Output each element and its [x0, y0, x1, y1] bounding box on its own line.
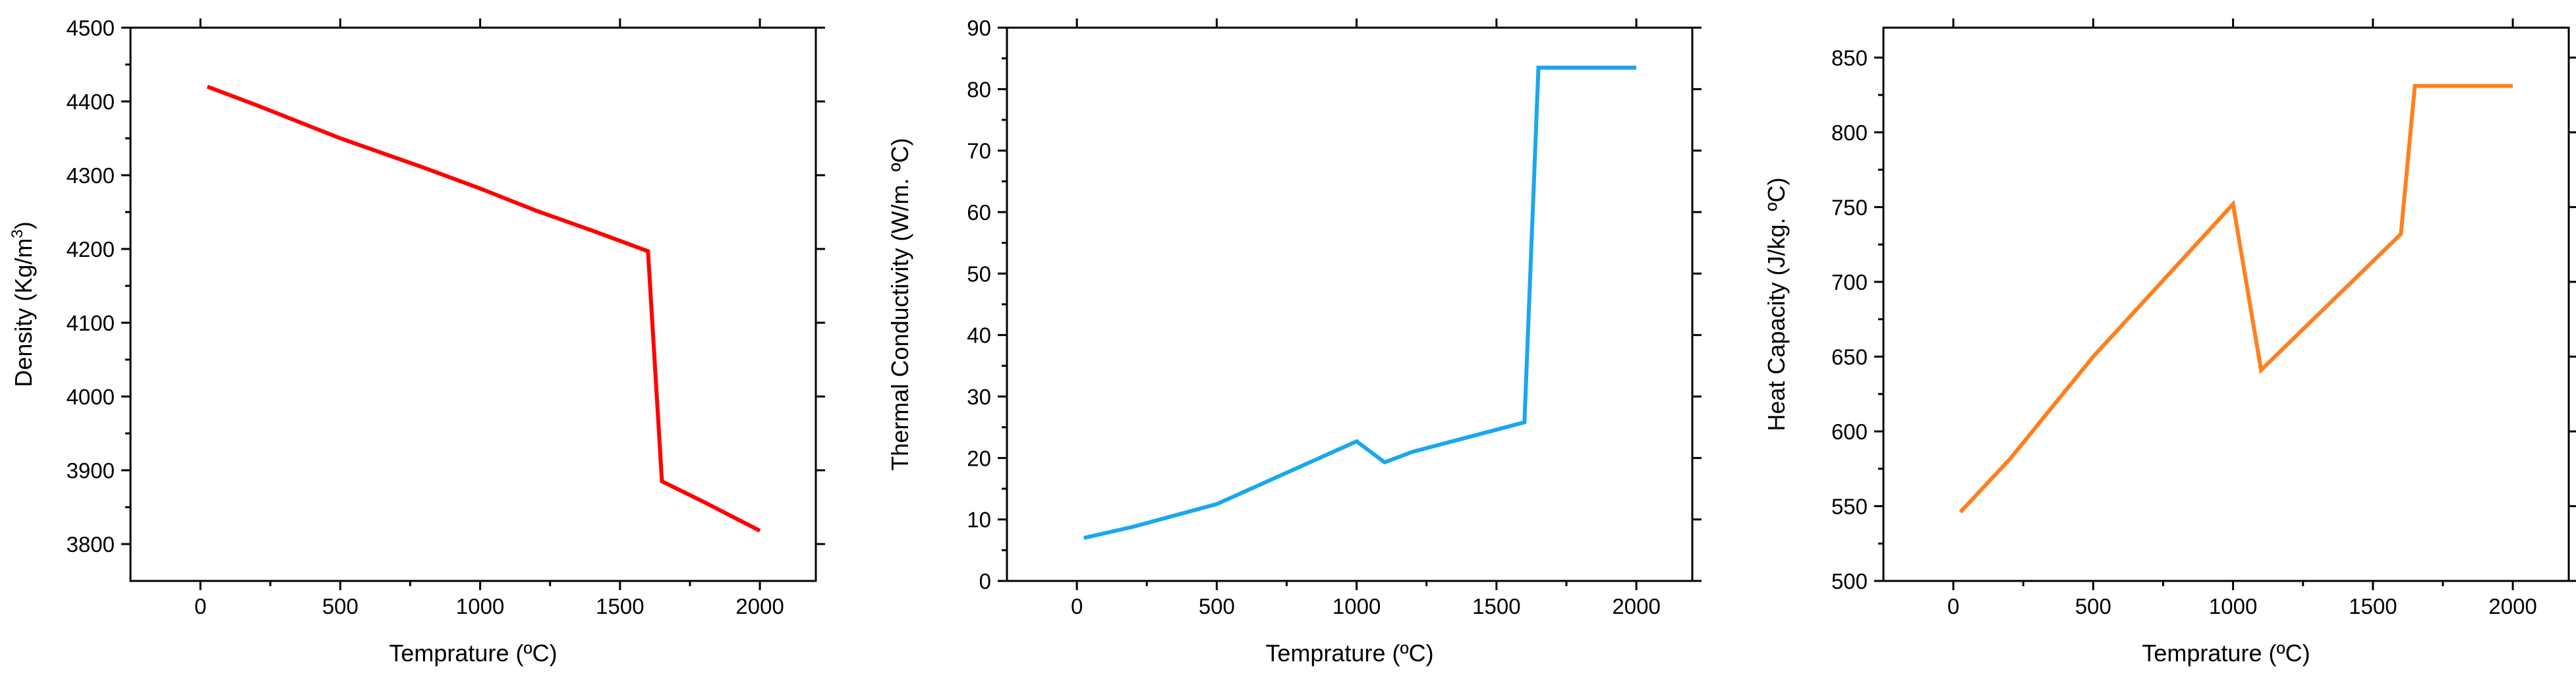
density-y-axis-title-sup: 3 — [9, 229, 26, 238]
thermal-conductivity-y-axis-title: Thermal Conductivity (W/m. ºC) — [886, 138, 913, 470]
thermal-conductivity-x-tick-label: 500 — [1199, 594, 1235, 618]
heat-capacity-chart: 0 500 1000 1500 2000 500 550 600 650 700 750 800 850… — [1763, 18, 2576, 667]
density-x-axis-title: Temprature (ºC) — [389, 640, 557, 667]
thermal-conductivity-chart: 0 500 1000 1500 2000 0 10 20 30 40 50 60 70 80 90 Tempr… — [886, 16, 1702, 667]
heat-capacity-y-tick-label: 550 — [1831, 494, 1868, 518]
density-y-axis-title: Density (Kg/m3) — [9, 221, 37, 387]
heat-capacity-x-axis-title: Temprature (ºC) — [2142, 640, 2310, 667]
density-y-axis-title-end: ) — [10, 221, 37, 229]
heat-capacity-x-tick-label: 500 — [2075, 594, 2111, 618]
heat-capacity-x-tick-label: 2000 — [2488, 594, 2536, 618]
thermal-conductivity-x-tick-label: 2000 — [1612, 594, 1660, 618]
heat-capacity-y-axis-title-main: Heat Capacity (J/kg. ºC) — [1763, 177, 1790, 431]
heat-capacity-x-tick-label: 1500 — [2349, 594, 2397, 618]
density-plot-frame — [129, 26, 817, 582]
density-series-line — [206, 84, 761, 533]
thermal-conductivity-x-tick-label: 1500 — [1472, 594, 1520, 618]
heat-capacity-y-tick-label: 750 — [1831, 195, 1868, 219]
heat-capacity-y-tick-label: 500 — [1831, 569, 1868, 593]
density-x-tick-label: 0 — [194, 594, 206, 618]
density-y-tick-label: 4200 — [67, 237, 115, 261]
thermal-conductivity-y-tick-label: 30 — [967, 385, 991, 409]
thermal-conductivity-x-tick-label: 1000 — [1332, 594, 1381, 618]
density-x-tick-label: 500 — [322, 594, 358, 618]
heat-capacity-x-tick-label: 0 — [1947, 594, 1959, 618]
heat-capacity-series-line — [1959, 84, 2513, 514]
thermal-conductivity-y-tick-label: 60 — [967, 200, 991, 225]
heat-capacity-y-tick-label: 600 — [1831, 420, 1868, 444]
thermal-conductivity-y-tick-label: 20 — [967, 446, 991, 470]
thermal-conductivity-y-axis-title-main: Thermal Conductivity (W/m. ºC) — [886, 138, 913, 470]
density-x-tick-label: 1500 — [596, 594, 644, 618]
thermal-conductivity-y-tick-label: 10 — [967, 508, 991, 532]
density-x-tick-label: 1000 — [456, 594, 504, 618]
density-y-tick-label: 4300 — [67, 163, 115, 188]
thermal-conductivity-plot-frame — [1006, 26, 1694, 582]
thermal-conductivity-series-line — [1083, 65, 1637, 540]
density-y-tick-label: 4000 — [67, 385, 115, 409]
density-y-tick-label: 3900 — [67, 458, 115, 483]
thermal-conductivity-y-tick-label: 80 — [967, 77, 991, 101]
heat-capacity-y-tick-label: 850 — [1831, 45, 1868, 70]
density-y-tick-label: 4100 — [67, 311, 115, 335]
density-x-tick-label: 2000 — [735, 594, 784, 618]
density-chart: 0 500 1000 1500 2000 3800 3900 4000 4100 4200 4300… — [9, 16, 825, 667]
thermal-conductivity-x-tick-label: 0 — [1071, 594, 1083, 618]
heat-capacity-y-tick-label: 700 — [1831, 270, 1868, 294]
heat-capacity-plot-frame — [1882, 26, 2570, 582]
heat-capacity-y-tick-label: 650 — [1831, 344, 1868, 369]
density-y-tick-label: 4500 — [67, 16, 115, 40]
heat-capacity-y-axis-title: Heat Capacity (J/kg. ºC) — [1763, 177, 1790, 431]
thermal-conductivity-y-tick-label: 0 — [979, 569, 991, 593]
density-y-tick-label: 3800 — [67, 532, 115, 557]
thermal-conductivity-y-tick-label: 90 — [967, 16, 991, 40]
density-y-tick-label: 4400 — [67, 90, 115, 114]
heat-capacity-x-tick-label: 1000 — [2209, 594, 2257, 618]
thermal-conductivity-y-tick-label: 50 — [967, 261, 991, 286]
heat-capacity-y-tick-label: 800 — [1831, 121, 1868, 145]
density-y-axis-title-main: Density (Kg/m — [10, 238, 37, 387]
thermal-conductivity-y-tick-label: 40 — [967, 323, 991, 348]
thermal-conductivity-x-axis-title: Temprature (ºC) — [1265, 640, 1433, 667]
thermal-conductivity-y-tick-label: 70 — [967, 139, 991, 163]
